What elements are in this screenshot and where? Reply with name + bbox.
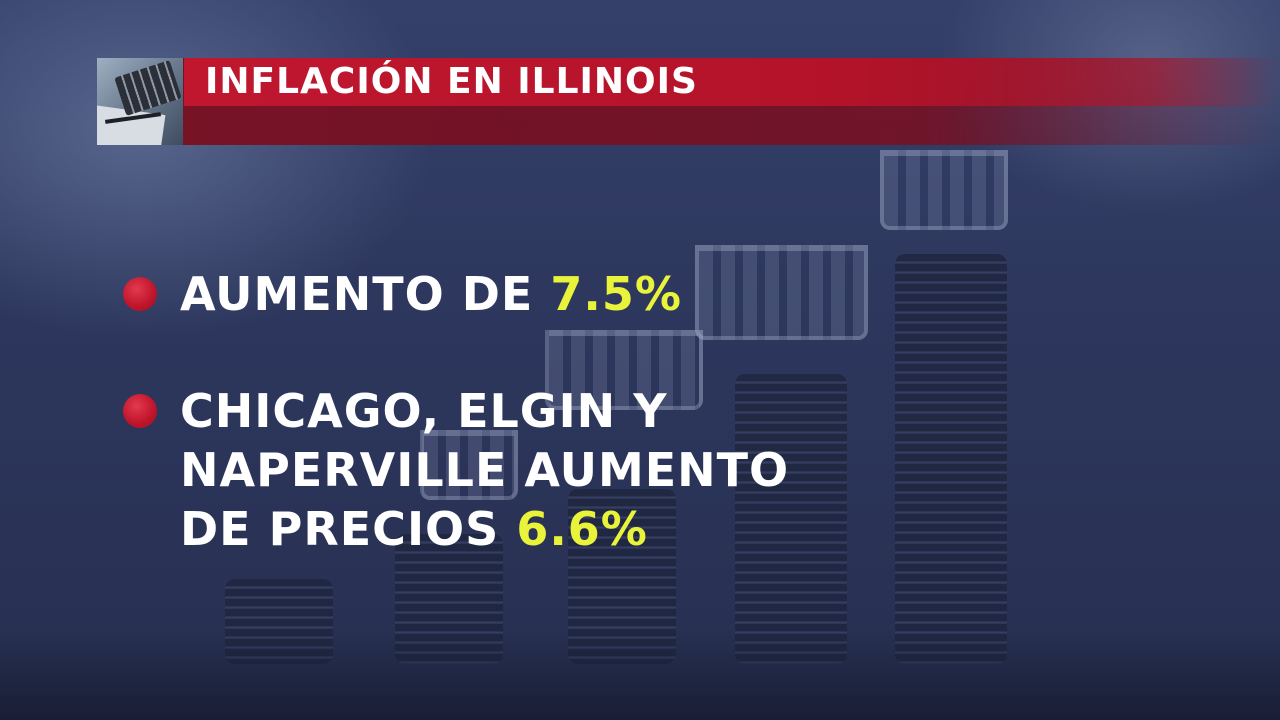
- bullet-1-highlight: 7.5%: [550, 267, 682, 321]
- page-title: INFLACIÓN EN ILLINOIS: [205, 61, 698, 102]
- bullet-2-line-3-text: DE PRECIOS: [180, 502, 500, 556]
- bullet-2-line-2: NAPERVILLE AUMENTO: [180, 443, 790, 497]
- calculator-thumbnail: [97, 58, 183, 145]
- bullet-item-2: CHICAGO, ELGIN Y NAPERVILLE AUMENTO DE P…: [180, 382, 789, 559]
- shopping-cart-icon: [695, 245, 868, 340]
- calculator-icon: [114, 60, 182, 116]
- bullet-dot-icon: [123, 277, 157, 311]
- bullet-2-line-3: DE PRECIOS 6.6%: [180, 500, 789, 559]
- bullet-item-1: AUMENTO DE 7.5%: [180, 265, 682, 324]
- shopping-cart-icon: [545, 330, 703, 410]
- bullet-2-line-1: CHICAGO, ELGIN Y: [180, 384, 668, 438]
- bullet-2-highlight: 6.6%: [516, 502, 648, 556]
- bottom-shade: [0, 630, 1280, 720]
- coin-stack: [735, 374, 847, 664]
- header-title-bar: [184, 58, 1280, 106]
- shopping-cart-icon: [880, 150, 1008, 230]
- bullet-1-text: AUMENTO DE: [180, 267, 534, 321]
- bullet-dot-icon: [123, 394, 157, 428]
- shopping-cart-icon: [420, 430, 518, 500]
- coin-stack: [895, 254, 1007, 664]
